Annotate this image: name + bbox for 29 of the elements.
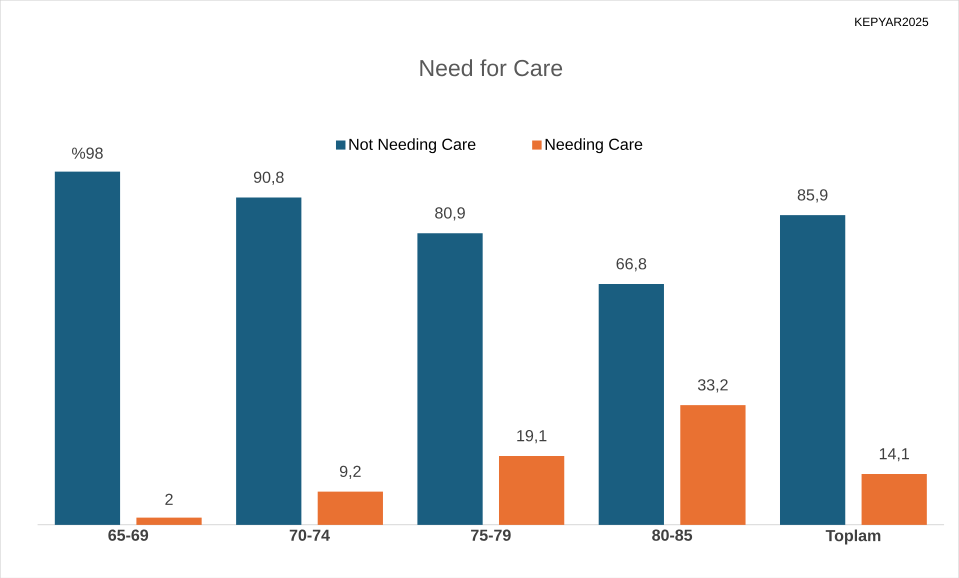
bar <box>680 404 746 525</box>
chart-title: Need for Care <box>420 59 562 76</box>
bar <box>862 474 927 525</box>
data-label: 19,1 <box>517 430 546 444</box>
bar <box>417 233 483 525</box>
data-label: 85,9 <box>798 189 828 202</box>
data-label: 66,8 <box>616 258 646 272</box>
bar <box>54 171 120 525</box>
data-label: %98 <box>72 147 103 159</box>
legend-label: Not Needing Care <box>349 138 476 153</box>
bar <box>598 284 664 525</box>
bar <box>318 491 383 525</box>
data-label: 2 <box>165 494 173 505</box>
legend-label: Needing Care <box>546 138 642 153</box>
x-tick-label: 80-85 <box>652 529 692 541</box>
data-label: 90,8 <box>254 171 284 185</box>
bar <box>498 456 564 525</box>
data-label: 14,1 <box>880 448 909 462</box>
data-label: 9,2 <box>340 466 361 479</box>
x-tick-label: Toplam <box>826 529 880 544</box>
x-tick-label: 75-79 <box>471 529 511 541</box>
data-label: 80,9 <box>435 207 465 220</box>
x-tick-label: 65-69 <box>108 529 148 541</box>
x-tick-label: 70-74 <box>290 529 330 541</box>
data-label: 33,2 <box>698 379 728 392</box>
bar <box>780 214 846 525</box>
text: KEPYAR2025 <box>855 17 928 26</box>
bar <box>136 517 202 525</box>
bar <box>236 197 302 525</box>
